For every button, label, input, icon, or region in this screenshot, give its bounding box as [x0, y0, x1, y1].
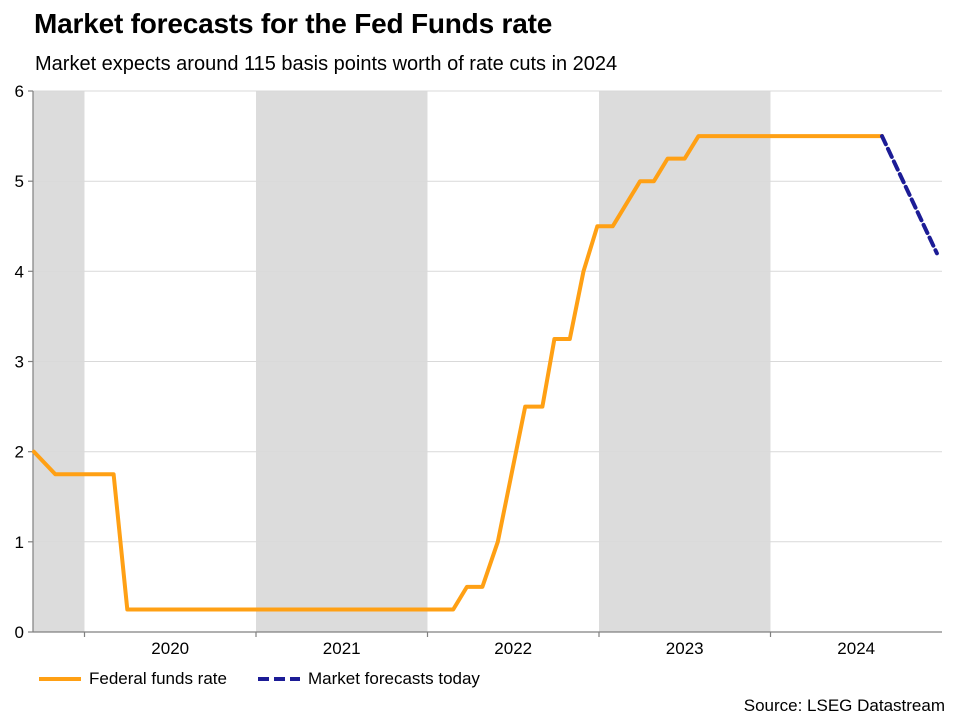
y-tick-label: 3: [15, 353, 24, 372]
legend-swatch-solid-line: [39, 677, 81, 681]
x-tick-label: 2022: [494, 639, 532, 658]
x-tick-label: 2024: [837, 639, 875, 658]
legend-label-fed-funds: Federal funds rate: [89, 669, 227, 688]
y-tick-label: 1: [15, 533, 24, 552]
chart-title: Market forecasts for the Fed Funds rate: [34, 8, 553, 39]
x-tick-label: 2020: [151, 639, 189, 658]
legend: Federal funds rate Market forecasts toda…: [38, 666, 480, 692]
source-note: Source: LSEG Datastream: [743, 696, 945, 715]
legend-swatch-dashed-line: [257, 677, 300, 681]
y-tick-label: 5: [15, 172, 24, 191]
y-tick-label: 6: [15, 82, 24, 101]
legend-item-forecast: Market forecasts today: [257, 669, 480, 689]
y-tick-label: 2: [15, 443, 24, 462]
x-tick-label: 2023: [666, 639, 704, 658]
legend-item-fed-funds: Federal funds rate: [38, 669, 227, 689]
forecast-line: [880, 134, 939, 256]
y-tick-label: 4: [15, 262, 24, 281]
legend-label-forecast: Market forecasts today: [307, 669, 480, 688]
y-tick-label: 0: [15, 623, 24, 642]
x-tick-label: 2021: [323, 639, 361, 658]
chart-subtitle: Market expects around 115 basis points w…: [35, 53, 618, 75]
fed-funds-line: [31, 134, 884, 612]
